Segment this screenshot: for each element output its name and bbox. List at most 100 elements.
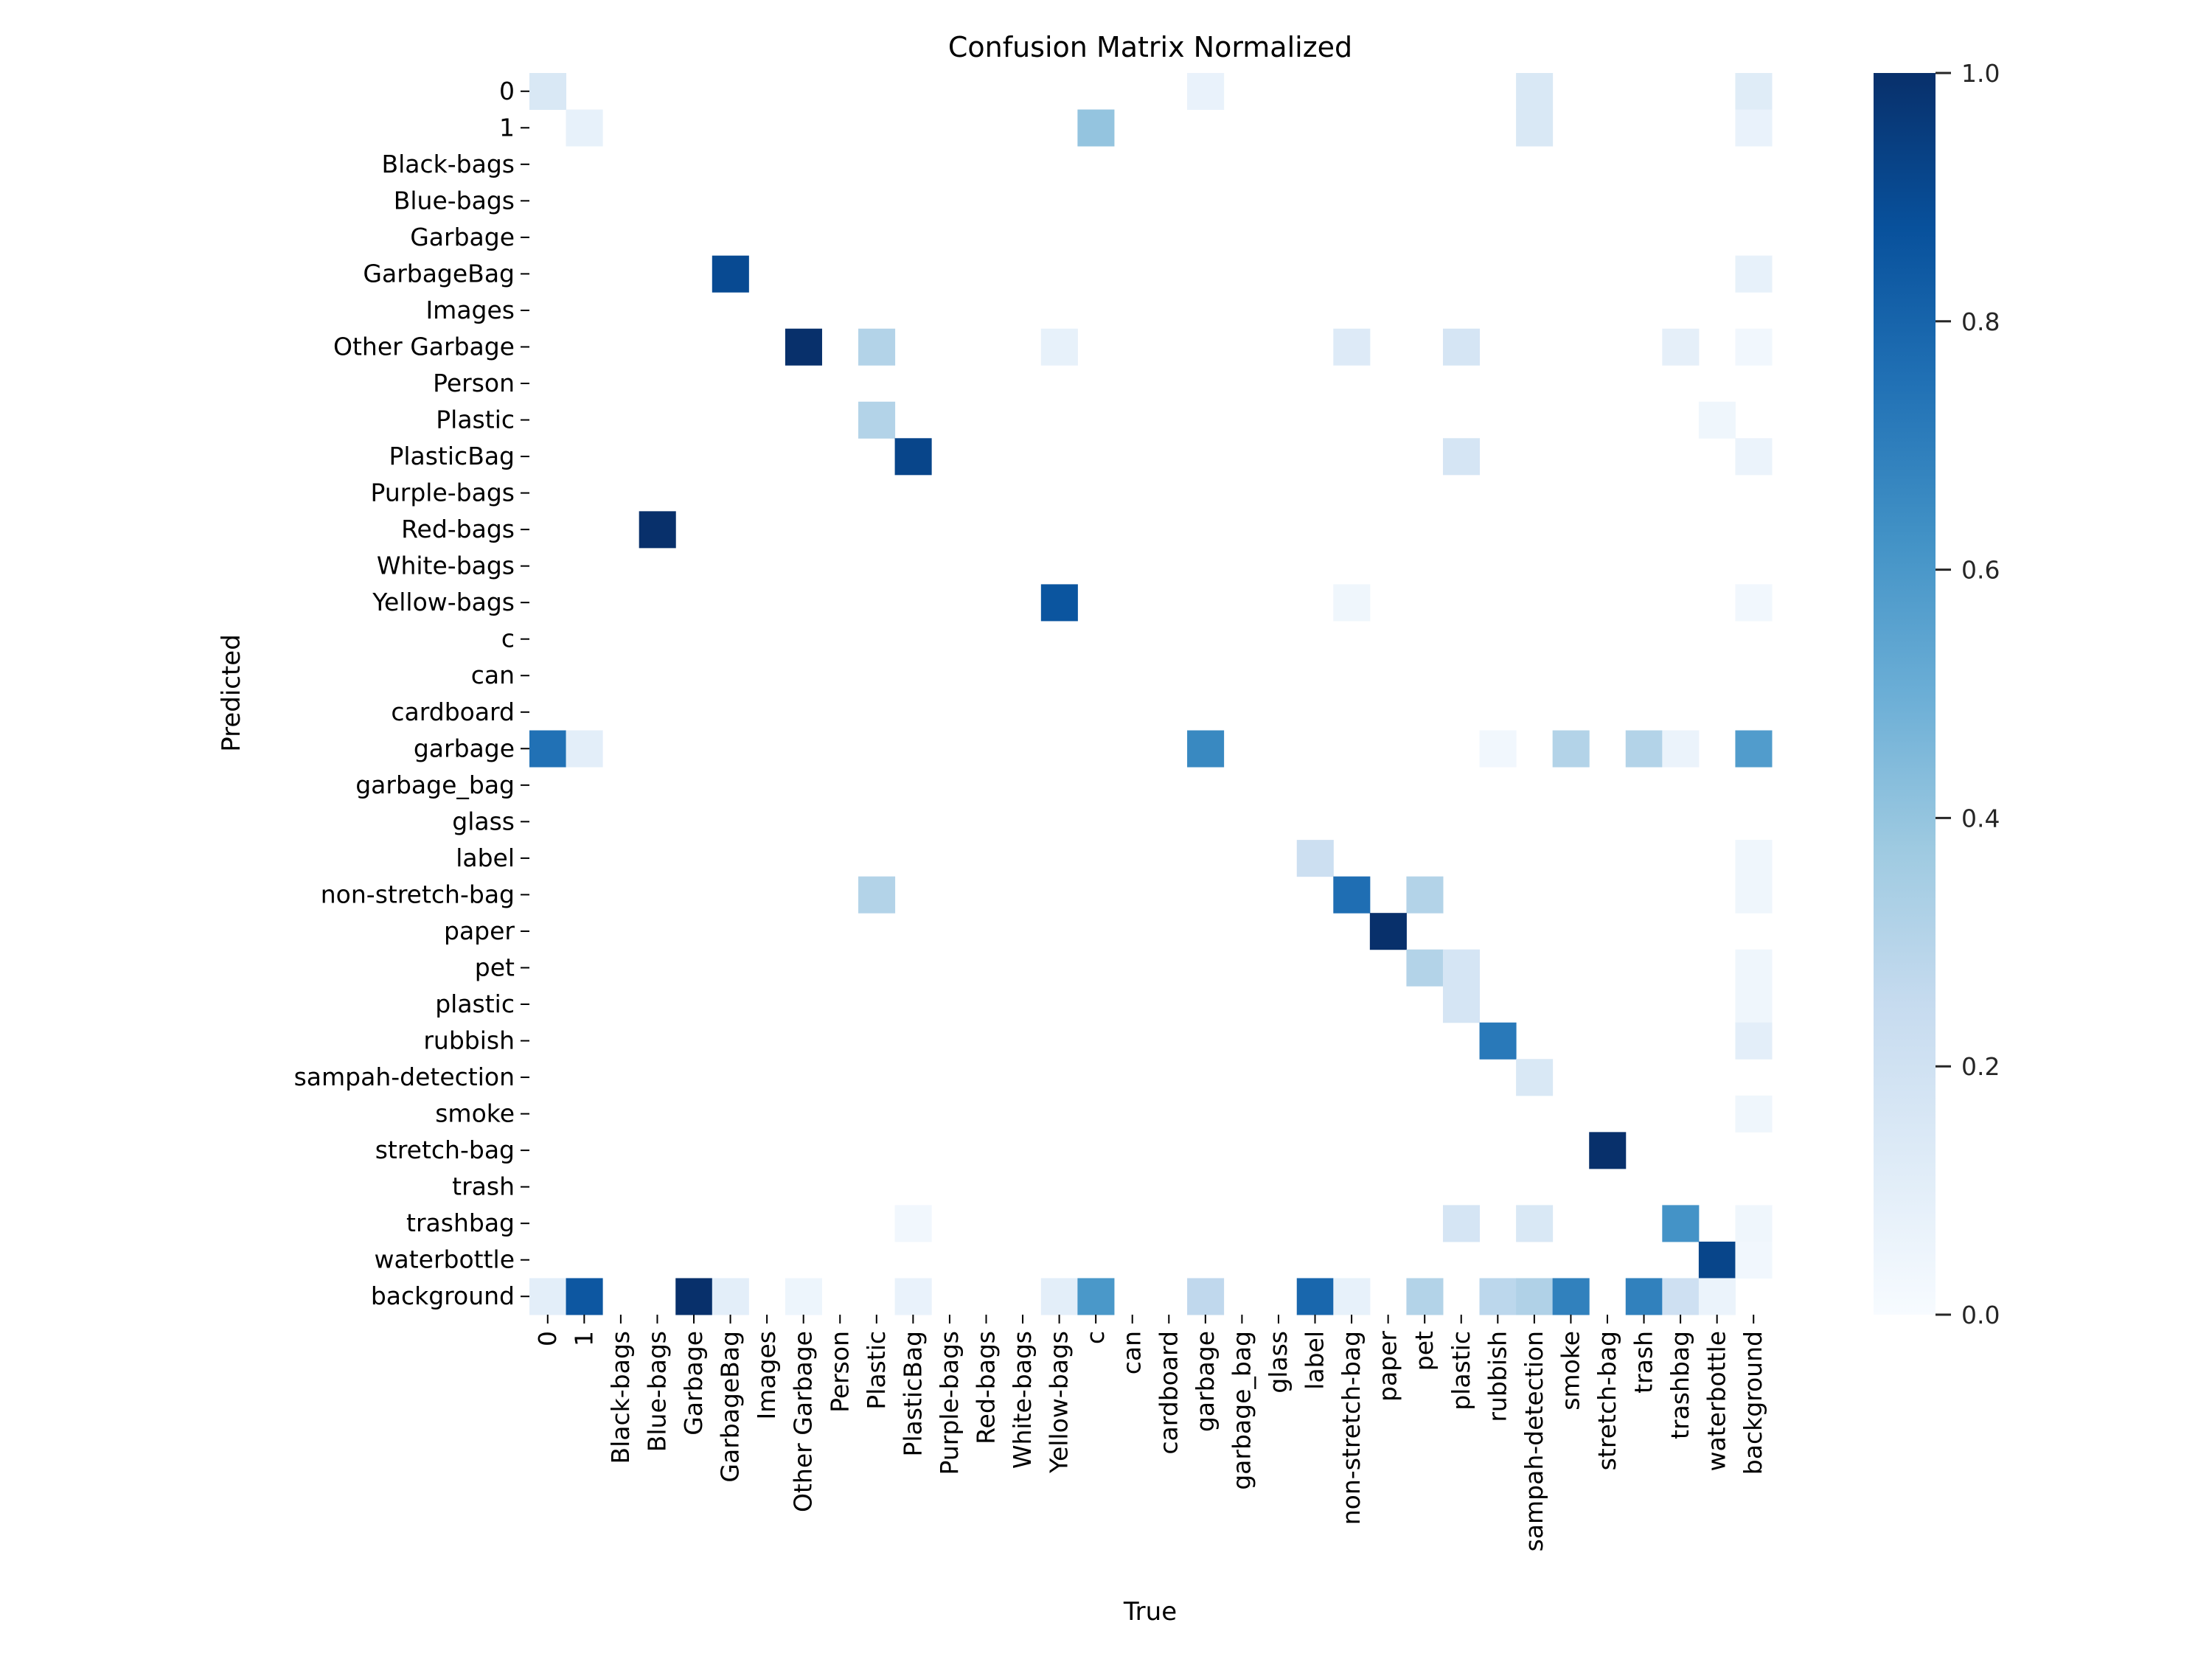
- heatmap-cell-red-bags-x-blue-bags: [639, 511, 676, 549]
- chart-title: Confusion Matrix Normalized: [948, 31, 1352, 63]
- heatmap-cell-non-stretch-bag-x-non-stretch-bag: [1333, 876, 1371, 914]
- heatmap-cell-stretch-bag-x-stretch-bag: [1589, 1132, 1627, 1169]
- heatmap-cell-garbage-x-0: [529, 730, 567, 768]
- x-tick-label: non-stretch-bag: [1337, 1331, 1366, 1525]
- heatmap-cell-rubbish-x-background: [1735, 1022, 1773, 1060]
- heatmap-cell-0-x-0: [529, 73, 567, 111]
- x-tick-label: sampah-detection: [1520, 1331, 1548, 1551]
- y-tick-label: Other Garbage: [333, 332, 515, 361]
- y-tick-label: 1: [499, 113, 515, 142]
- heatmap-cell-trashbag-x-plastic: [1442, 1205, 1481, 1242]
- x-tick-label: c: [1081, 1331, 1110, 1344]
- x-tick-label: can: [1118, 1331, 1147, 1374]
- heatmap-cell-trashbag-x-sampah-detection: [1516, 1205, 1554, 1242]
- heatmap-cell-background-x-smoke: [1552, 1278, 1590, 1315]
- y-tick-label: waterbottle: [374, 1245, 515, 1274]
- y-tick-label: Person: [433, 369, 515, 397]
- heatmap-cell-background-x-1: [566, 1278, 603, 1315]
- heatmap-cell-garbage-x-smoke: [1552, 730, 1590, 768]
- heatmap-cell-yellow-bags-x-yellow-bags: [1040, 584, 1078, 622]
- y-tick-label: Images: [425, 296, 515, 324]
- colorbar-tick-label: 0.6: [1961, 556, 2000, 585]
- x-tick-label: smoke: [1556, 1331, 1585, 1411]
- y-tick-label: non-stretch-bag: [321, 880, 515, 908]
- heatmap-cell-background-x-garbagebag: [712, 1278, 749, 1315]
- heatmap-cell-background-x-plasticbag: [894, 1278, 932, 1315]
- heatmap-cell-1-x-c: [1077, 109, 1115, 147]
- colorbar-tick-label: 0.2: [1961, 1052, 2000, 1081]
- heatmap-cell-background-x-yellow-bags: [1040, 1278, 1078, 1315]
- heatmap-cell-background-x-label: [1296, 1278, 1334, 1315]
- y-tick-label: c: [501, 625, 515, 653]
- heatmap-cell-background-x-garbage: [675, 1278, 713, 1315]
- x-tick-label: waterbottle: [1703, 1331, 1731, 1472]
- y-tick-label: trash: [452, 1172, 515, 1201]
- heatmap-cell-background-x-c: [1077, 1278, 1115, 1315]
- x-tick-label: Yellow-bags: [1045, 1331, 1074, 1474]
- heatmap-cell-garbage-x-rubbish: [1479, 730, 1517, 768]
- heatmap-cell-pet-x-pet: [1406, 949, 1444, 987]
- heatmap-cell-plasticbag-x-plastic: [1442, 438, 1481, 476]
- x-tick-label: trashbag: [1666, 1331, 1694, 1439]
- heatmap-cell-non-stretch-bag-x-background: [1735, 876, 1773, 914]
- heatmap-cell-other-garbage-x-yellow-bags: [1040, 328, 1078, 366]
- heatmap-cell-1-x-background: [1735, 109, 1773, 147]
- heatmap-cell-plastic-x-plastic: [858, 401, 896, 439]
- heatmap-cell-other-garbage-x-trashbag: [1662, 328, 1700, 366]
- y-tick-label: rubbish: [423, 1026, 515, 1055]
- x-tick-label: White-bags: [1008, 1331, 1037, 1469]
- x-tick-label: background: [1739, 1331, 1767, 1475]
- x-tick-label: Red-bags: [971, 1331, 1000, 1444]
- heatmap-cell-garbage-x-1: [566, 730, 603, 768]
- heatmap-cell-other-garbage-x-plastic: [858, 328, 896, 366]
- x-tick-label: stretch-bag: [1593, 1331, 1621, 1470]
- x-tick-label: Garbage: [679, 1331, 708, 1436]
- y-tick-label: 0: [499, 77, 515, 105]
- heatmap-cell-0-x-garbage: [1187, 73, 1225, 111]
- heatmap-cell-other-garbage-x-background: [1735, 328, 1773, 366]
- y-tick-label: Black-bags: [381, 150, 515, 178]
- heatmap-cell-background-x-waterbottle: [1698, 1278, 1736, 1315]
- heatmap-cell-garbage-x-garbage: [1187, 730, 1225, 768]
- heatmap-cell-plasticbag-x-background: [1735, 438, 1773, 476]
- heatmap-cell-trashbag-x-plasticbag: [894, 1205, 932, 1242]
- heatmap-cell-other-garbage-x-non-stretch-bag: [1333, 328, 1371, 366]
- colorbar-tick-label: 0.0: [1961, 1301, 2000, 1329]
- x-tick-label: PlasticBag: [898, 1331, 927, 1457]
- x-tick-label: Plastic: [862, 1331, 891, 1410]
- y-tick-label: White-bags: [377, 552, 515, 580]
- x-axis-ticks: 0 1 Black-bags Blue-bags Garbage GarbageBag Im…: [533, 1315, 1767, 1551]
- heatmap-cell-yellow-bags-x-background: [1735, 584, 1773, 622]
- x-tick-label: 1: [569, 1331, 598, 1346]
- x-tick-label: Person: [825, 1331, 854, 1413]
- y-tick-label: garbage_bag: [355, 771, 515, 799]
- heatmap-cell-garbage-x-trash: [1625, 730, 1663, 768]
- heatmap-cell-plasticbag-x-plasticbag: [894, 438, 932, 476]
- y-tick-label: Blue-bags: [394, 186, 515, 215]
- y-tick-label: paper: [444, 917, 515, 945]
- heatmap-cell-1-x-sampah-detection: [1516, 109, 1554, 147]
- heatmap-cell-other-garbage-x-plastic: [1442, 328, 1481, 366]
- colorbar-tick-label: 0.8: [1961, 307, 2000, 336]
- heatmap-cell-pet-x-background: [1735, 949, 1773, 987]
- heatmap-cell-background-x-non-stretch-bag: [1333, 1278, 1371, 1315]
- colorbar: [1874, 73, 1935, 1315]
- x-tick-label: cardboard: [1154, 1331, 1183, 1455]
- x-tick-label: Images: [752, 1331, 781, 1420]
- heatmap-cell-rubbish-x-rubbish: [1479, 1022, 1517, 1060]
- x-tick-label: 0: [533, 1331, 562, 1346]
- heatmap-cell-waterbottle-x-background: [1735, 1241, 1773, 1279]
- y-tick-label: GarbageBag: [363, 259, 515, 288]
- y-tick-label: smoke: [435, 1099, 515, 1128]
- heatmap-cell-label-x-label: [1296, 840, 1334, 877]
- heatmap-cell-garbage-x-background: [1735, 730, 1773, 768]
- heatmap-cell-background-x-0: [529, 1278, 567, 1315]
- y-axis-ticks: 0 1 Black-bags Blue-bags Garbage GarbageBag Im…: [294, 77, 529, 1310]
- y-tick-label: label: [456, 844, 515, 872]
- y-axis-label: Predicted: [217, 634, 246, 752]
- y-tick-label: Garbage: [410, 223, 515, 251]
- heatmap-cell-label-x-background: [1735, 840, 1773, 877]
- x-tick-label: Blue-bags: [642, 1331, 671, 1452]
- y-tick-label: cardboard: [391, 698, 515, 726]
- heatmap-cell-non-stretch-bag-x-plastic: [858, 876, 896, 914]
